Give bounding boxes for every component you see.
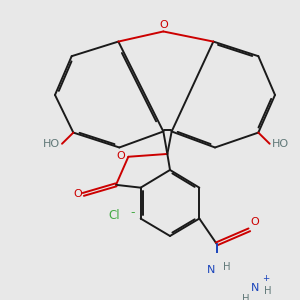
Text: HO: HO [272, 139, 289, 149]
Text: O: O [159, 20, 168, 30]
Text: N: N [251, 283, 259, 293]
Text: O: O [73, 189, 82, 200]
Text: H: H [264, 286, 272, 296]
Text: O: O [251, 217, 260, 227]
Text: H: H [242, 293, 250, 300]
Text: +: + [262, 274, 269, 284]
Text: -: - [130, 206, 135, 219]
Text: Cl: Cl [108, 209, 120, 222]
Text: O: O [116, 151, 125, 161]
Text: H: H [223, 262, 231, 272]
Text: HO: HO [43, 139, 60, 149]
Text: N: N [207, 265, 215, 275]
